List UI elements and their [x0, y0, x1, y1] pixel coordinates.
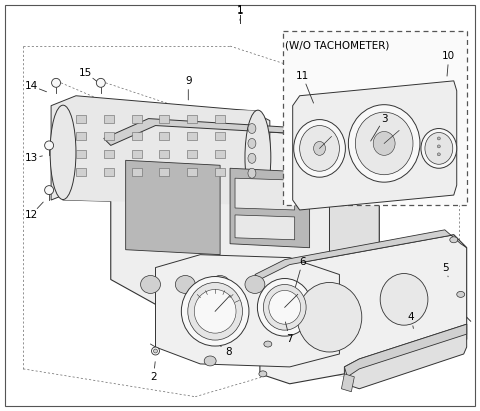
Ellipse shape	[210, 275, 230, 293]
Polygon shape	[63, 106, 258, 205]
Polygon shape	[260, 235, 467, 384]
Polygon shape	[51, 96, 270, 205]
Bar	[215, 150, 225, 158]
Text: 6: 6	[300, 256, 306, 267]
Ellipse shape	[51, 79, 60, 87]
Ellipse shape	[259, 371, 267, 377]
Bar	[76, 168, 86, 176]
Ellipse shape	[457, 291, 465, 298]
Ellipse shape	[181, 277, 249, 346]
Bar	[215, 132, 225, 141]
Polygon shape	[235, 178, 295, 210]
Text: 3: 3	[381, 113, 387, 124]
Ellipse shape	[425, 132, 453, 164]
Bar	[187, 132, 197, 141]
Bar	[104, 150, 114, 158]
Bar	[132, 115, 142, 122]
Bar	[76, 115, 86, 122]
Polygon shape	[255, 230, 467, 279]
Ellipse shape	[152, 347, 159, 355]
Ellipse shape	[245, 110, 271, 205]
Text: 12: 12	[24, 210, 38, 220]
Bar	[187, 115, 197, 122]
Ellipse shape	[154, 349, 157, 353]
Ellipse shape	[50, 105, 76, 200]
Ellipse shape	[450, 237, 458, 243]
Text: 7: 7	[287, 334, 293, 344]
Ellipse shape	[194, 289, 236, 333]
Text: 11: 11	[296, 71, 309, 81]
Bar	[104, 115, 114, 122]
Polygon shape	[235, 215, 295, 240]
Ellipse shape	[245, 275, 265, 293]
Ellipse shape	[204, 356, 216, 366]
Polygon shape	[156, 255, 339, 367]
Text: 1: 1	[237, 5, 243, 15]
Bar	[132, 132, 142, 141]
Polygon shape	[344, 324, 467, 377]
Text: 10: 10	[442, 51, 456, 61]
Ellipse shape	[421, 129, 457, 168]
Ellipse shape	[437, 137, 440, 140]
Polygon shape	[341, 374, 354, 392]
Bar	[215, 115, 225, 122]
Ellipse shape	[437, 153, 440, 156]
Bar	[104, 168, 114, 176]
Text: 14: 14	[24, 81, 38, 91]
Ellipse shape	[248, 183, 256, 193]
Ellipse shape	[264, 341, 272, 347]
Bar	[159, 115, 169, 122]
Ellipse shape	[269, 291, 300, 324]
Text: 5: 5	[443, 263, 449, 272]
Ellipse shape	[248, 139, 256, 148]
Ellipse shape	[300, 125, 339, 171]
Polygon shape	[329, 136, 394, 314]
Ellipse shape	[248, 153, 256, 163]
Ellipse shape	[373, 132, 395, 155]
Polygon shape	[126, 160, 220, 255]
Ellipse shape	[348, 105, 420, 182]
Bar	[215, 168, 225, 176]
Ellipse shape	[188, 282, 242, 340]
Text: 2: 2	[150, 372, 157, 382]
Bar	[76, 150, 86, 158]
Ellipse shape	[45, 141, 54, 150]
Ellipse shape	[141, 275, 160, 293]
Text: (W/O TACHOMETER): (W/O TACHOMETER)	[285, 40, 390, 50]
Ellipse shape	[248, 124, 256, 134]
Ellipse shape	[264, 284, 306, 330]
Polygon shape	[293, 81, 457, 210]
Ellipse shape	[297, 282, 362, 352]
Text: 13: 13	[24, 153, 38, 163]
Bar	[159, 168, 169, 176]
Polygon shape	[230, 168, 310, 248]
Ellipse shape	[313, 141, 325, 155]
Ellipse shape	[248, 168, 256, 178]
Text: 1: 1	[237, 6, 243, 16]
Text: 9: 9	[185, 76, 192, 86]
Text: 8: 8	[225, 347, 231, 357]
Bar	[104, 132, 114, 141]
Ellipse shape	[437, 145, 440, 148]
Bar	[159, 132, 169, 141]
Ellipse shape	[380, 274, 428, 325]
Polygon shape	[111, 125, 379, 314]
Bar	[132, 150, 142, 158]
Bar	[283, 31, 467, 205]
Ellipse shape	[355, 112, 413, 175]
Bar	[76, 132, 86, 141]
Ellipse shape	[175, 275, 195, 293]
Text: 4: 4	[408, 312, 414, 322]
Ellipse shape	[45, 186, 54, 194]
Ellipse shape	[96, 79, 105, 87]
Bar	[187, 168, 197, 176]
Text: 15: 15	[79, 68, 93, 78]
Bar	[132, 168, 142, 176]
Ellipse shape	[257, 279, 312, 336]
Polygon shape	[344, 324, 467, 389]
Ellipse shape	[294, 120, 346, 177]
Bar	[187, 150, 197, 158]
Bar	[159, 150, 169, 158]
Polygon shape	[104, 119, 379, 160]
